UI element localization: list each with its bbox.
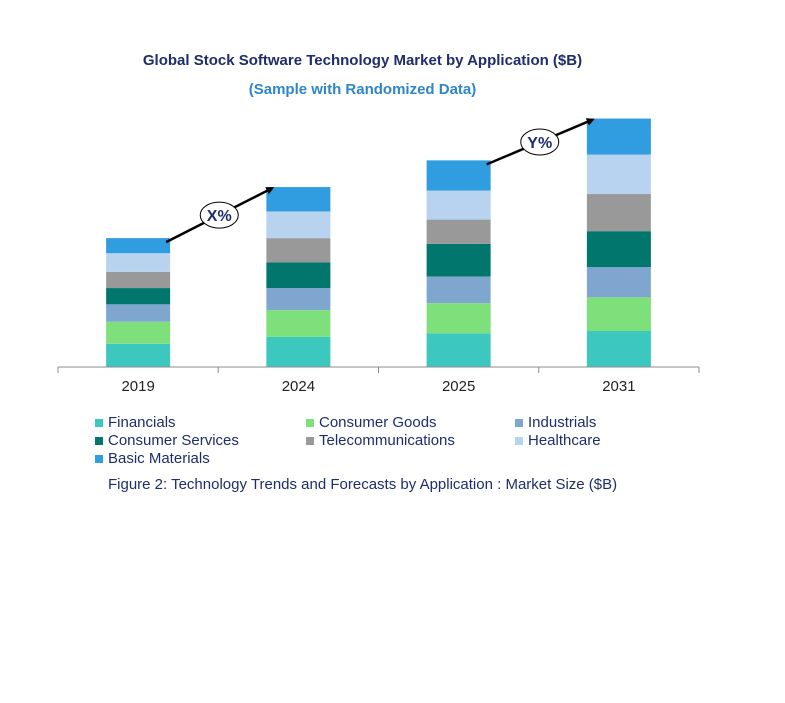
legend-item-basic-materials: Basic Materials — [95, 450, 210, 467]
bar-2025-healthcare — [426, 190, 491, 220]
bar-2019-industrials — [106, 304, 171, 322]
bar-2024-financials — [266, 336, 331, 367]
legend-label: Consumer Goods — [319, 414, 437, 431]
legend-item-industrials: Industrials — [515, 414, 596, 431]
legend-label: Telecommunications — [319, 432, 455, 449]
bar-2024-telecommunications — [266, 238, 331, 263]
legend-swatch — [95, 418, 103, 427]
bar-2031-financials — [586, 331, 651, 367]
bar-2019-consumer-goods — [106, 321, 171, 344]
bar-2019-financials — [106, 343, 171, 367]
legend-swatch — [515, 436, 523, 445]
bar-2024-industrials — [266, 288, 331, 311]
stacked-bar-chart: 2019 2024 2025 2031 X% Y% — [57, 118, 700, 395]
bar-2025-consumer-goods — [426, 303, 491, 334]
legend-swatch — [306, 436, 314, 445]
legend-item-consumer-services: Consumer Services — [95, 432, 239, 449]
bar-2031-basic-materials — [586, 118, 651, 155]
tick-labels: 2019 2024 2025 2031 — [121, 378, 635, 395]
legend-swatch — [306, 418, 314, 427]
legend-label: Basic Materials — [108, 450, 210, 467]
legend-swatch — [95, 454, 103, 463]
x-tick-label: 2031 — [602, 378, 635, 395]
legend-label: Consumer Services — [108, 432, 239, 449]
x-tick-label: 2025 — [442, 378, 475, 395]
growth-label: X% — [207, 208, 232, 225]
bar-2031-consumer-services — [586, 231, 651, 268]
bar-2031-industrials — [586, 267, 651, 298]
x-axis — [57, 366, 700, 373]
growth-label: Y% — [527, 135, 552, 152]
chart-subtitle: (Sample with Randomized Data) — [248, 81, 477, 98]
chart-title: Global Stock Software Technology Market … — [142, 52, 583, 69]
x-tick-label: 2019 — [121, 378, 154, 395]
legend-item-consumer-goods: Consumer Goods — [306, 414, 437, 431]
bar-2019-basic-materials — [106, 238, 171, 254]
bars-group — [106, 118, 651, 367]
bar-2025-industrials — [426, 276, 491, 304]
bar-2025-basic-materials — [426, 160, 491, 191]
bar-2024-healthcare — [266, 211, 331, 239]
bar-2024-consumer-goods — [266, 310, 331, 337]
bar-2025-telecommunications — [426, 219, 491, 244]
figure-caption: Figure 2: Technology Trends and Forecast… — [108, 476, 618, 493]
bar-2031-consumer-goods — [586, 297, 651, 332]
legend-swatch — [515, 418, 523, 427]
bar-2024-basic-materials — [266, 187, 331, 212]
bar-2025-consumer-services — [426, 243, 491, 277]
x-tick-label: 2024 — [282, 378, 315, 395]
bar-2031-healthcare — [586, 154, 651, 195]
growth-label-bubble — [520, 128, 560, 156]
bar-2019-consumer-services — [106, 288, 171, 305]
growth-label-bubble — [199, 201, 239, 229]
bar-2019-healthcare — [106, 253, 171, 272]
legend-item-telecommunications: Telecommunications — [306, 432, 455, 449]
bar-2025-financials — [426, 333, 491, 367]
growth-annotations: X% Y% — [165, 118, 595, 244]
legend-swatch — [95, 436, 103, 445]
legend-item-healthcare: Healthcare — [515, 432, 601, 449]
legend-label: Industrials — [528, 414, 597, 431]
legend-label: Healthcare — [528, 432, 601, 449]
bar-2024-consumer-services — [266, 262, 331, 289]
bar-2019-telecommunications — [106, 271, 171, 289]
legend-label: Financials — [108, 414, 176, 431]
legend-item-financials: Financials — [95, 414, 176, 431]
bar-2031-telecommunications — [586, 194, 651, 232]
